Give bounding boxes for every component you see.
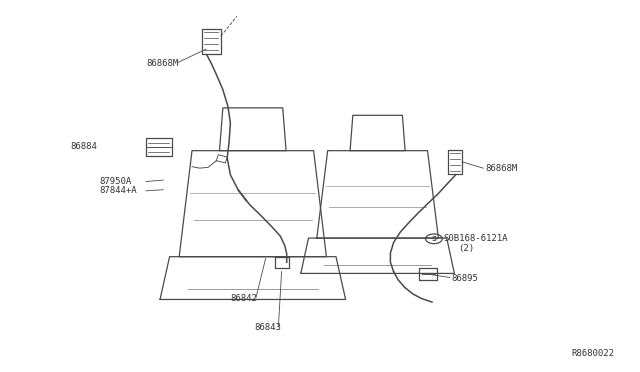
Text: 86868M: 86868M xyxy=(146,60,178,68)
Text: 86843: 86843 xyxy=(255,323,282,332)
Text: (2): (2) xyxy=(458,244,474,253)
Text: 86842: 86842 xyxy=(230,294,257,303)
Text: 86895: 86895 xyxy=(451,274,478,283)
Text: 86868M: 86868M xyxy=(485,164,517,173)
Text: R8680022: R8680022 xyxy=(572,349,614,358)
Text: 87844+A: 87844+A xyxy=(99,186,137,195)
Text: 87950A: 87950A xyxy=(99,177,131,186)
Text: S0B168-6121A: S0B168-6121A xyxy=(443,234,508,243)
Text: S: S xyxy=(431,236,436,242)
Text: 86884: 86884 xyxy=(70,142,97,151)
